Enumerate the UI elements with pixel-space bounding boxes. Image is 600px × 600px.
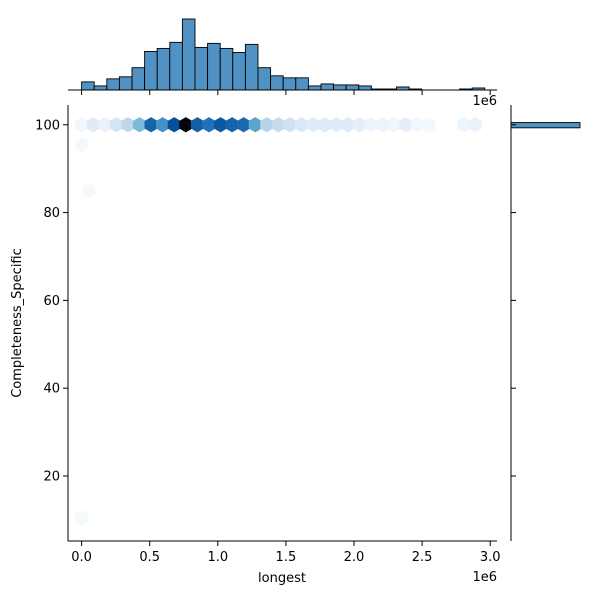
top-marginal-histogram — [68, 18, 497, 95]
hexbin-cell — [341, 117, 355, 133]
x-tick-label: 0.0 — [71, 550, 92, 565]
hexbin-cell — [248, 117, 262, 133]
y-tick-label: 60 — [43, 294, 60, 309]
histogram-bar — [244, 43, 259, 91]
x-tick-label: 2.0 — [344, 550, 365, 565]
histogram-bar — [181, 18, 196, 91]
histogram-bar — [257, 67, 272, 91]
hexbin-cell — [121, 117, 135, 133]
hexbin-cell — [213, 117, 228, 133]
hexbin-cell — [260, 117, 274, 133]
hexbin-cell — [75, 510, 89, 526]
right-histogram-bar — [510, 122, 581, 129]
x-offset-label: 1e6 — [472, 570, 497, 585]
histogram-bar — [358, 85, 372, 91]
histogram-bar — [282, 77, 297, 91]
hexbin-cell — [271, 117, 285, 133]
x-axis-label: longest — [258, 571, 306, 586]
hexbin-cell — [352, 117, 367, 133]
histogram-bar — [118, 76, 133, 91]
y-tick-label: 20 — [43, 470, 60, 485]
x-axis-ticks: 0.0 0.5 1.0 1.5 2.0 2.5 3.0 — [71, 541, 501, 565]
hexbin-cell — [376, 117, 390, 133]
hexbin-cell — [132, 117, 147, 133]
y-tick-label: 80 — [43, 206, 60, 221]
hexbin-cell — [109, 117, 123, 133]
x-tick-label: 3.0 — [480, 550, 501, 565]
hexbin-cell — [81, 183, 96, 199]
histogram-bar — [345, 84, 360, 91]
hexbin-cell — [294, 117, 309, 133]
histogram-bar — [333, 84, 347, 91]
x-tick-label: 1.0 — [207, 550, 228, 565]
top-marginal-offset-label: 1e6 — [472, 94, 497, 109]
histogram-bar — [270, 75, 284, 91]
hexbin-cell — [329, 117, 343, 133]
y-tick-label: 100 — [35, 118, 60, 133]
right-histogram-bars — [510, 122, 581, 129]
histogram-bar — [219, 47, 234, 91]
hexbin-cell — [422, 117, 436, 133]
hexbin-cell — [387, 117, 401, 133]
hexbin-cells — [75, 117, 482, 526]
histogram-bar — [81, 81, 95, 91]
hexbin-cell — [156, 117, 170, 133]
hexbin-cell — [98, 117, 112, 133]
hexbin-cell — [318, 117, 332, 133]
histogram-bar — [106, 78, 120, 91]
hexbin-cell — [306, 117, 320, 133]
hexbin-cell — [283, 117, 297, 133]
joint-hexbin-plot: 0.0 0.5 1.0 1.5 2.0 2.5 3.0 20 40 60 80 100 longes… — [10, 94, 501, 586]
hexbin-cell — [75, 117, 89, 133]
hexbin-cell — [86, 117, 100, 133]
x-tick-label: 0.5 — [139, 550, 160, 565]
histogram-bar — [307, 85, 322, 91]
hexbin-cell — [225, 117, 239, 133]
hexbin-cell — [144, 117, 158, 133]
histogram-bar — [131, 67, 146, 91]
x-tick-label: 2.5 — [412, 550, 433, 565]
histogram-bar — [144, 51, 158, 91]
y-axis-label: Completeness_Specific — [10, 248, 25, 398]
histogram-bar — [194, 46, 209, 91]
right-marginal-y-ticks — [511, 124, 516, 477]
hexbin-cell — [364, 117, 378, 133]
histogram-bar — [295, 77, 309, 91]
x-tick-label: 1.5 — [276, 550, 297, 565]
hexbin-cell — [202, 117, 216, 133]
histogram-bar — [207, 42, 221, 91]
hexbin-cell — [190, 117, 204, 133]
histogram-bar — [320, 83, 335, 91]
hexbin-cell — [399, 117, 413, 133]
hexbin-cell — [468, 117, 482, 133]
hexbin-cell — [457, 117, 471, 133]
hexbin-cell — [410, 117, 424, 133]
hexbin-cell — [75, 136, 89, 153]
histogram-bar — [169, 41, 183, 91]
hexbin-cell — [237, 117, 251, 133]
top-histogram-bars — [81, 18, 486, 91]
y-axis-ticks: 20 40 60 80 100 — [35, 118, 68, 485]
histogram-bar — [156, 47, 171, 91]
histogram-bar — [232, 52, 246, 91]
hexbin-cell — [167, 117, 181, 133]
hexbin-cell — [179, 117, 193, 133]
top-marginal-x-ticks — [81, 90, 491, 95]
histogram-bar — [93, 85, 108, 91]
right-marginal-histogram — [510, 105, 581, 541]
y-tick-label: 40 — [43, 382, 60, 397]
